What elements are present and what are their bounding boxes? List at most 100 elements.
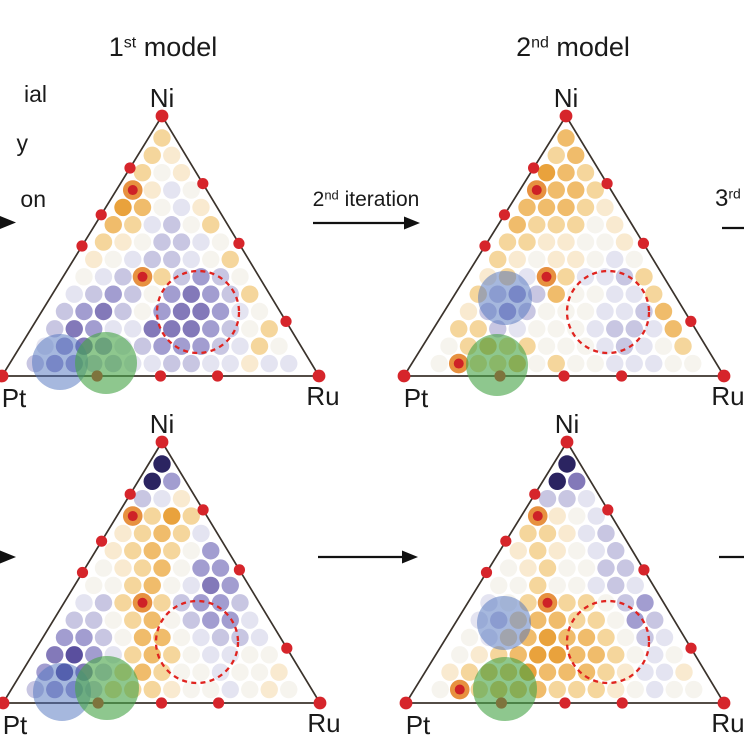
selection-blob-blue	[32, 334, 88, 390]
composition-dot	[94, 628, 113, 647]
composition-dot	[586, 354, 604, 373]
composition-dot	[75, 628, 93, 647]
highlight-ring-marker	[448, 353, 469, 374]
composition-dot	[104, 216, 122, 234]
composition-dot	[163, 507, 181, 525]
composition-dot	[231, 337, 249, 355]
composition-dot	[192, 594, 210, 612]
composition-dot	[85, 576, 103, 595]
composition-dot	[124, 542, 142, 560]
composition-dot	[172, 559, 191, 577]
composition-dot	[172, 233, 191, 251]
composition-dot	[538, 628, 557, 647]
composition-dot	[626, 611, 644, 629]
composition-dot	[441, 663, 459, 681]
edge-sample-marker	[95, 209, 107, 221]
composition-dot	[635, 302, 653, 321]
composition-dot	[577, 559, 596, 577]
composition-dot	[538, 663, 557, 681]
composition-dot	[645, 285, 663, 303]
iteration-label-2nd: 2nd iteration	[313, 187, 420, 211]
composition-dot	[124, 611, 142, 629]
vertex-sample-marker	[155, 109, 169, 123]
composition-dot	[557, 233, 575, 251]
edge-sample-marker	[616, 370, 628, 382]
edge-sample-marker	[558, 370, 570, 382]
composition-dot	[153, 559, 171, 577]
edge-sample-marker	[528, 162, 540, 174]
composition-dot	[153, 337, 171, 355]
edge-sample-marker	[638, 564, 650, 576]
composition-dot	[646, 611, 664, 629]
composition-dot	[558, 594, 576, 612]
composition-dot	[528, 250, 546, 269]
composition-dot	[567, 320, 585, 338]
composition-dot	[202, 320, 220, 338]
composition-dot	[537, 302, 556, 321]
composition-dot	[153, 302, 171, 321]
vertex-sample-marker	[717, 696, 731, 710]
edge-sample-marker	[637, 237, 650, 249]
composition-dot	[114, 524, 132, 543]
vertex-label-pt: Pt	[2, 383, 27, 413]
composition-dot	[65, 320, 83, 338]
composition-dot	[153, 524, 171, 543]
composition-dot	[646, 646, 664, 664]
edge-sample-marker	[685, 642, 697, 654]
composition-dot	[143, 542, 161, 560]
composition-dot	[459, 302, 478, 321]
composition-dot	[202, 646, 220, 664]
composition-dot	[192, 628, 210, 647]
composition-dot	[114, 559, 132, 577]
composition-dot	[587, 646, 605, 664]
composition-dot	[241, 680, 259, 699]
composition-dot	[221, 250, 239, 269]
composition-dot	[172, 164, 191, 182]
composition-dot	[557, 268, 575, 286]
composition-dot	[202, 542, 220, 560]
composition-dot	[221, 354, 239, 373]
composition-dot	[192, 302, 210, 321]
column-title-1st-model: 1st model	[109, 32, 218, 62]
composition-dot	[211, 628, 230, 647]
composition-dot	[250, 337, 269, 355]
vertex-label-ru: Ru	[711, 708, 744, 738]
dashed-region-circle	[565, 599, 651, 685]
composition-dot	[153, 164, 171, 182]
composition-dot	[684, 354, 702, 373]
composition-dot	[250, 628, 269, 647]
composition-dot	[538, 490, 557, 508]
composition-dot	[567, 285, 585, 303]
edge-sample-marker	[95, 535, 108, 547]
vertex-sample-marker	[313, 696, 327, 710]
composition-dot	[685, 680, 703, 699]
panel-bottom-right: Ni Pt Ru	[399, 409, 744, 740]
composition-dot	[528, 354, 546, 373]
composition-dot	[192, 524, 210, 543]
composition-dot	[528, 216, 546, 234]
composition-dot	[153, 628, 171, 647]
composition-dot	[143, 576, 161, 595]
composition-dot	[538, 524, 557, 543]
edge-sample-marker	[281, 642, 293, 654]
composition-dot	[124, 250, 142, 269]
composition-dot	[114, 233, 132, 251]
highlight-ring-marker	[122, 506, 143, 526]
bottom-middle-arrow	[318, 550, 418, 564]
composition-dot	[221, 285, 239, 303]
composition-dot	[607, 611, 625, 629]
highlight-ring-marker	[527, 506, 548, 526]
composition-dot	[163, 320, 181, 338]
composition-dot	[674, 337, 692, 355]
composition-dot	[192, 559, 210, 577]
composition-dot	[211, 663, 230, 681]
composition-dot	[241, 285, 259, 303]
composition-dot	[519, 524, 537, 543]
composition-dot	[587, 507, 605, 525]
composition-dot	[114, 268, 132, 286]
composition-dot	[460, 663, 479, 681]
composition-dot	[664, 320, 682, 338]
composition-dot	[192, 663, 210, 681]
composition-dot	[85, 611, 103, 629]
composition-dot	[547, 250, 565, 269]
